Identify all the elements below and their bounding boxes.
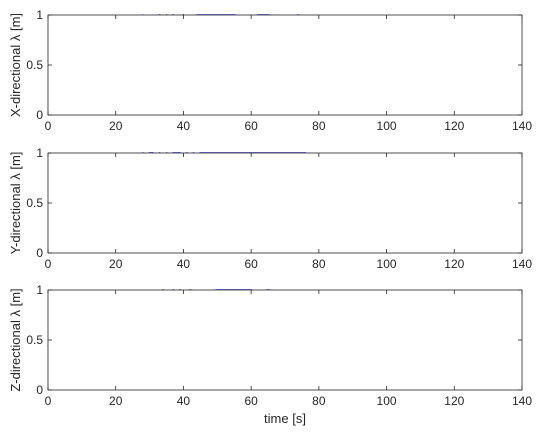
y-tick-label: 0	[36, 108, 43, 122]
y-axis-label: X-directional λ [m]	[8, 13, 23, 117]
y-tick-label: 0.5	[26, 196, 43, 210]
axes-frame	[47, 14, 523, 116]
x-tick-label: 80	[312, 394, 326, 408]
chart-panel-3: 0 20 40 60 80 100 120 140 0 0.5 1 Z-directional λ […	[8, 283, 532, 426]
x-tick-label: 80	[312, 119, 326, 133]
x-tick-label: 140	[512, 257, 532, 271]
x-tick-label: 60	[244, 394, 258, 408]
x-tick-label: 120	[444, 119, 464, 133]
x-tick-label: 0	[45, 394, 52, 408]
x-tick-label: 100	[377, 257, 397, 271]
x-tick-label: 0	[45, 119, 52, 133]
x-tick-label: 0	[45, 257, 52, 271]
y-tick-label: 1	[36, 146, 43, 160]
chart-panel-2: 0 20 40 60 80 100 120 140 0 0.5 1 Y-directional λ […	[8, 146, 532, 271]
y-tick-label: 0.5	[26, 333, 43, 347]
x-tick-label: 100	[377, 119, 397, 133]
y-axis-label: Z-directional λ [m]	[8, 288, 23, 391]
y-axis-label: Y-directional λ [m]	[8, 152, 23, 255]
x-tick-label: 20	[109, 119, 123, 133]
y-tick-label: 1	[36, 8, 43, 22]
x-tick-label: 120	[444, 394, 464, 408]
axes-frame	[47, 152, 523, 254]
x-tick-label: 80	[312, 257, 326, 271]
x-tick-label: 40	[177, 257, 191, 271]
chart-panel-1: 0 20 40 60 80 100 120 140 0 0.5 1 X-directional λ […	[8, 8, 532, 133]
x-tick-label: 20	[109, 394, 123, 408]
x-tick-label: 140	[512, 394, 532, 408]
y-tick-label: 0.5	[26, 58, 43, 72]
y-tick-label: 0	[36, 383, 43, 397]
x-tick-label: 60	[244, 119, 258, 133]
x-tick-label: 20	[109, 257, 123, 271]
x-axis-label: time [s]	[264, 411, 306, 426]
y-tick-label: 0	[36, 246, 43, 260]
x-tick-label: 40	[177, 394, 191, 408]
y-tick-label: 1	[36, 283, 43, 297]
x-tick-label: 100	[377, 394, 397, 408]
x-tick-label: 40	[177, 119, 191, 133]
axes-frame	[47, 289, 523, 391]
x-tick-label: 120	[444, 257, 464, 271]
x-tick-label: 60	[244, 257, 258, 271]
x-tick-label: 140	[512, 119, 532, 133]
